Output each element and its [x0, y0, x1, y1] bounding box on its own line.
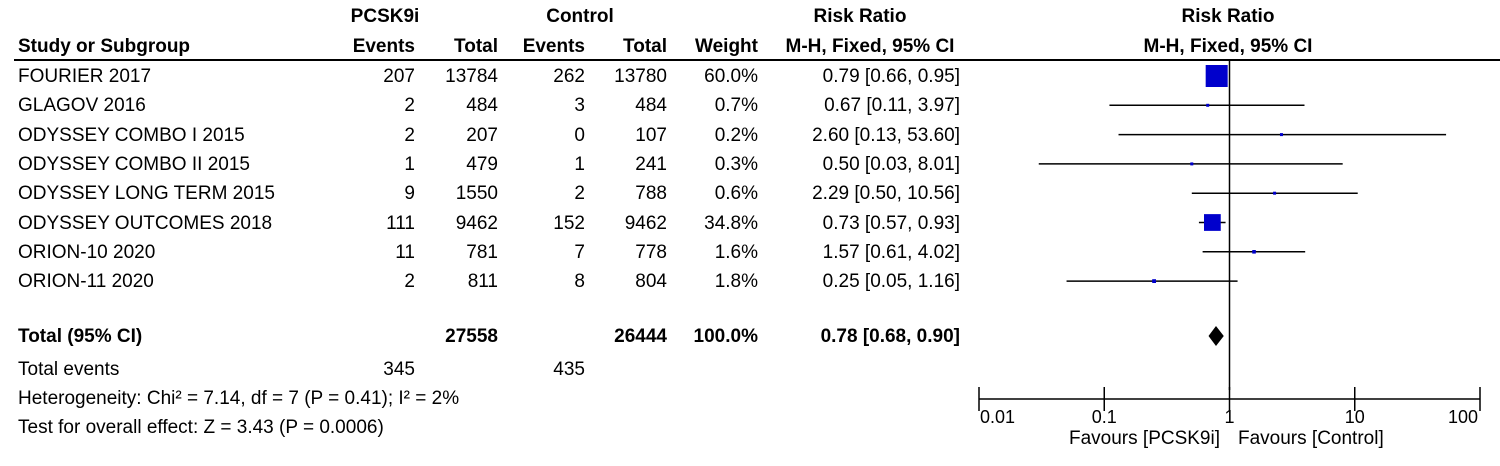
- weight: 60.0%: [704, 66, 758, 87]
- weight: 1.6%: [714, 241, 758, 263]
- weight: 1.8%: [714, 271, 758, 293]
- events-1: 207: [383, 66, 415, 87]
- events-2: 262: [553, 66, 585, 87]
- study-name: GLAGOV 2016: [18, 95, 146, 117]
- point-estimate: [1273, 191, 1277, 195]
- total-2: 788: [635, 183, 667, 205]
- risk-ratio-ci: 1.57 [0.61, 4.02]: [822, 241, 960, 263]
- study-name: ODYSSEY COMBO II 2015: [18, 153, 250, 175]
- weight: 0.3%: [714, 153, 758, 175]
- col-method: M-H, Fixed, 95% CI: [785, 36, 955, 57]
- total-t2: 26444: [614, 326, 667, 347]
- study-name: ORION-10 2020: [18, 241, 156, 263]
- risk-ratio-ci: 0.25 [0.05, 1.16]: [822, 271, 960, 293]
- point-estimate: [1152, 279, 1156, 284]
- total-2: 9462: [624, 212, 667, 234]
- risk-ratio-ci: 2.29 [0.50, 10.56]: [812, 183, 960, 205]
- total-2: 107: [635, 124, 667, 146]
- x-tick-label: 100: [1448, 407, 1478, 427]
- header-pcsk9i: PCSK9i: [350, 6, 420, 27]
- weight: 0.2%: [714, 124, 758, 146]
- total-events-e2: 435: [553, 359, 585, 380]
- plot-method: M-H, Fixed, 95% CI: [1143, 36, 1313, 57]
- heterogeneity-text: Heterogeneity: Chi² = 7.14, df = 7 (P = …: [18, 388, 460, 409]
- total-2: 241: [635, 153, 667, 175]
- total-events-e1: 345: [383, 359, 415, 380]
- total-1: 207: [466, 124, 498, 146]
- header-risk-ratio-table: Risk Ratio: [813, 6, 907, 27]
- risk-ratio-ci: 0.73 [0.57, 0.93]: [822, 212, 960, 234]
- events-2: 2: [574, 183, 585, 205]
- events-2: 152: [553, 212, 585, 234]
- events-2: 3: [574, 95, 585, 117]
- study-name: ORION-11 2020: [18, 271, 154, 293]
- study-name: ODYSSEY COMBO I 2015: [18, 124, 245, 146]
- events-2: 0: [574, 124, 585, 146]
- header-risk-ratio-plot: Risk Ratio: [1181, 6, 1275, 27]
- x-tick-label: 1: [1224, 407, 1234, 427]
- favours-right: Favours [Control]: [1238, 428, 1384, 449]
- col-events-1: Events: [352, 36, 415, 57]
- col-total-1: Total: [454, 36, 498, 57]
- point-estimate: [1190, 162, 1194, 166]
- weight: 0.6%: [714, 183, 758, 205]
- total-1: 811: [467, 271, 498, 293]
- header-control: Control: [546, 6, 614, 27]
- total-1: 484: [466, 95, 498, 117]
- total-1: 9462: [455, 212, 498, 234]
- total-ci: 0.78 [0.68, 0.90]: [820, 326, 960, 347]
- total-2: 13780: [614, 66, 667, 87]
- risk-ratio-ci: 0.67 [0.11, 3.97]: [824, 95, 960, 117]
- total-2: 484: [635, 95, 667, 117]
- events-2: 8: [574, 271, 585, 293]
- risk-ratio-ci: 2.60 [0.13, 53.60]: [812, 124, 960, 146]
- weight: 34.8%: [704, 212, 758, 234]
- events-1: 11: [395, 241, 415, 263]
- pooled-diamond: [1208, 326, 1224, 346]
- total-2: 778: [635, 241, 667, 263]
- header-rule: [14, 59, 1500, 61]
- study-name: ODYSSEY OUTCOMES 2018: [18, 212, 273, 234]
- events-2: 7: [574, 241, 585, 263]
- events-1: 2: [404, 271, 415, 293]
- total-1: 479: [466, 153, 498, 175]
- events-1: 2: [404, 124, 415, 146]
- x-tick-label: 0.1: [1092, 407, 1117, 427]
- col-study: Study or Subgroup: [18, 36, 191, 57]
- point-estimate: [1252, 250, 1256, 254]
- x-tick-label: 10: [1345, 407, 1365, 427]
- favours-left: Favours [PCSK9i]: [1069, 428, 1220, 449]
- col-events-2: Events: [522, 36, 585, 57]
- events-1: 1: [404, 153, 415, 175]
- weight: 0.7%: [714, 95, 758, 117]
- total-events-label: Total events: [18, 359, 120, 380]
- point-estimate: [1205, 65, 1228, 87]
- total-label: Total (95% CI): [18, 326, 143, 347]
- total-weight: 100.0%: [693, 326, 758, 347]
- study-name: ODYSSEY LONG TERM 2015: [18, 183, 275, 205]
- total-2: 804: [635, 271, 667, 293]
- events-1: 111: [386, 212, 415, 234]
- total-1: 1550: [455, 183, 498, 205]
- events-2: 1: [574, 153, 585, 175]
- col-weight: Weight: [695, 36, 758, 57]
- risk-ratio-ci: 0.79 [0.66, 0.95]: [822, 66, 960, 87]
- x-tick-label: 0.01: [980, 407, 1015, 427]
- risk-ratio-ci: 0.50 [0.03, 8.01]: [822, 153, 960, 175]
- study-name: FOURIER 2017: [18, 66, 152, 87]
- total-1: 781: [466, 241, 498, 263]
- col-total-2: Total: [623, 36, 667, 57]
- total-1: 13784: [445, 66, 498, 87]
- events-1: 2: [404, 95, 415, 117]
- point-estimate: [1204, 214, 1221, 231]
- point-estimate: [1279, 133, 1283, 137]
- total-t1: 27558: [445, 326, 498, 347]
- point-estimate: [1206, 103, 1210, 107]
- overall-effect-text: Test for overall effect: Z = 3.43 (P = 0…: [18, 417, 384, 438]
- events-1: 9: [404, 183, 415, 205]
